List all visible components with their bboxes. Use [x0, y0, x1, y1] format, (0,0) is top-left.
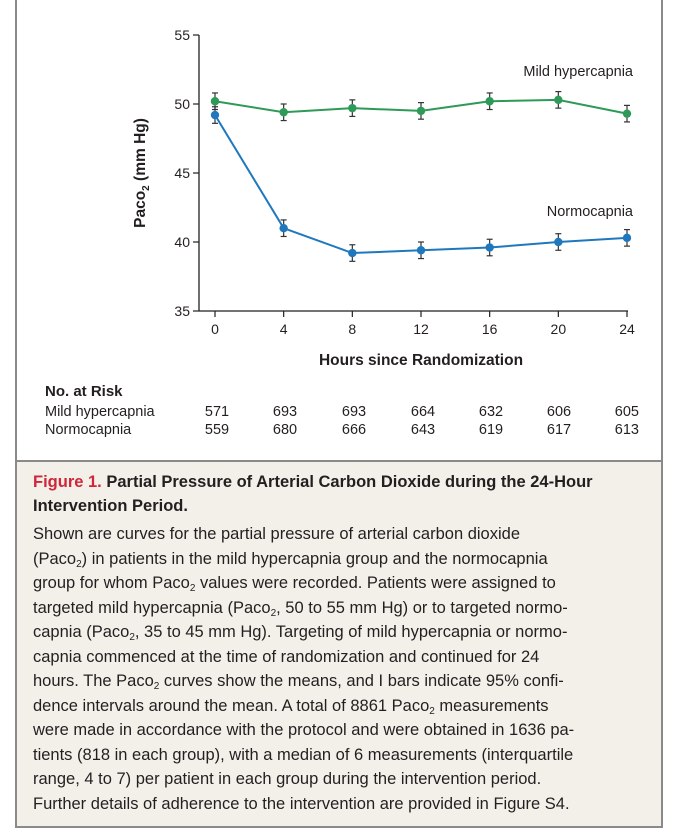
caption-line: group for whom Paco2 values were recorde… — [33, 571, 647, 596]
caption-line: were made in accordance with the protoco… — [33, 718, 647, 743]
mild-hypercapnia-point — [210, 97, 220, 106]
normocapnia-point — [416, 246, 426, 255]
normocapnia-point — [554, 237, 563, 247]
subscript: 2 — [129, 632, 135, 643]
risk-row-label: Normocapnia — [45, 422, 132, 438]
caption-text: , 50 to 55 mm Hg) or to targeted normo- — [276, 598, 568, 617]
caption-title: Figure 1. Partial Pressure of Arterial C… — [33, 470, 647, 518]
risk-value: 613 — [614, 422, 639, 438]
y-tick-label: 45 — [174, 165, 190, 181]
x-tick-label: 4 — [280, 321, 288, 337]
caption-text: group for whom Paco — [33, 574, 190, 592]
risk-value: 664 — [410, 404, 436, 420]
y-axis-label-main: Paco — [132, 191, 149, 228]
x-tick-label: 24 — [619, 321, 635, 337]
risk-value: 605 — [614, 404, 639, 420]
subscript: 2 — [153, 681, 160, 692]
figure-label: Figure 1. — [33, 473, 102, 491]
caption-text: tients (818 in each group), with a media… — [33, 745, 574, 764]
caption-body: Shown are curves for the partial pressur… — [33, 522, 647, 816]
mild-hypercapnia-point — [416, 106, 426, 116]
caption-text: targeted mild hypercapnia (Paco — [33, 598, 271, 617]
caption-line: capnia (Paco2, 35 to 45 mm Hg). Targetin… — [33, 620, 647, 645]
subscript: 2 — [429, 705, 435, 717]
y-axis-label-unit: (mm Hg) — [132, 118, 149, 185]
risk-value: 643 — [410, 422, 436, 438]
risk-value: 606 — [546, 404, 572, 420]
mild-hypercapnia-point — [279, 108, 288, 117]
y-axis-label-sub: 2 — [141, 185, 152, 191]
caption-line: Shown are curves for the partial pressur… — [33, 522, 647, 547]
normocapnia-line — [214, 114, 628, 255]
normocapnia-point — [279, 224, 288, 233]
y-axis-label: Paco2 (mm Hg) — [132, 118, 152, 228]
x-tick-label: 12 — [413, 321, 429, 337]
risk-table-title: No. at Risk — [45, 383, 123, 400]
caption-title-text: Partial Pressure of Arterial Carbon Diox… — [101, 473, 593, 491]
caption-text: capnia commenced at the time of randomiz… — [33, 647, 540, 666]
caption-text: values were recorded. Patients were assi… — [195, 574, 556, 592]
normocapnia-point — [348, 248, 357, 258]
caption-text: hours. The Paco — [33, 672, 154, 690]
caption-line: hours. The Paco2 curves show the means, … — [33, 669, 647, 694]
risk-value: 559 — [204, 422, 230, 438]
risk-value: 693 — [341, 404, 367, 420]
caption-line: range, 4 to 7) per patient in each group… — [33, 767, 647, 792]
y-tick-label: 35 — [174, 303, 190, 319]
risk-value: 666 — [341, 422, 367, 438]
subscript: 2 — [270, 607, 277, 619]
y-tick-label: 50 — [174, 96, 190, 112]
figure-caption: Figure 1. Partial Pressure of Arterial C… — [17, 460, 661, 826]
mild-hypercapnia-point — [485, 97, 494, 106]
mild-hypercapnia-point — [348, 103, 357, 113]
normocapnia-point — [485, 243, 494, 252]
caption-line: Further details of adherence to the inte… — [33, 792, 647, 817]
caption-text: capnia (Paco — [33, 623, 130, 641]
x-tick-label: 8 — [348, 321, 356, 337]
normocapnia-point — [622, 233, 632, 243]
x-tick-label: 16 — [482, 321, 498, 337]
risk-value: 571 — [204, 404, 230, 420]
caption-text: were made in accordance with the protoco… — [33, 721, 575, 739]
risk-row-label: Mild hypercapnia — [45, 404, 155, 420]
x-axis-label: Hours since Randomization — [319, 352, 523, 369]
caption-text: Further details of adherence to the inte… — [33, 794, 570, 813]
caption-text: Shown are curves for the partial pressur… — [33, 525, 520, 543]
risk-value: 619 — [478, 422, 504, 438]
caption-text: (Paco — [33, 549, 77, 568]
risk-value: 617 — [546, 422, 572, 438]
mild-hypercapnia-point — [622, 109, 632, 118]
y-tick-label: 40 — [174, 234, 190, 250]
y-tick-label: 55 — [174, 27, 190, 43]
risk-value: 680 — [272, 422, 298, 438]
caption-text: measurements — [434, 696, 549, 715]
subscript: 2 — [76, 558, 82, 570]
normocapnia-point — [210, 110, 220, 120]
caption-line: capnia commenced at the time of randomiz… — [33, 645, 647, 670]
paco2-line-chart: 35 40 45 50 55 0 4 8 12 16 20 24 Hours since Randomi… — [132, 27, 635, 369]
caption-text: , 35 to 45 mm Hg). Targeting of mild hyp… — [134, 623, 568, 641]
caption-text: range, 4 to 7) per patient in each group… — [33, 770, 542, 788]
x-tick-label: 20 — [551, 321, 567, 337]
mild-hypercapnia-point — [554, 95, 563, 105]
risk-value: 693 — [272, 404, 298, 420]
caption-line: tients (818 in each group), with a media… — [33, 743, 647, 768]
caption-text: ) in patients in the mild hypercapnia gr… — [81, 549, 548, 568]
caption-text: dence intervals around the mean. A total… — [33, 696, 430, 715]
caption-text: curves show the means, and I bars indica… — [159, 672, 564, 690]
figure-frame — [15, 0, 663, 828]
normocapnia-series-label: Normocapnia — [547, 204, 634, 220]
risk-value: 632 — [478, 404, 504, 420]
caption-line: (Paco2) in patients in the mild hypercap… — [33, 547, 647, 572]
caption-line: targeted mild hypercapnia (Paco2, 50 to … — [33, 596, 647, 621]
subscript: 2 — [189, 583, 196, 594]
x-tick-label: 0 — [211, 321, 219, 337]
mild-hypercapnia-series-label: Mild hypercapnia — [523, 64, 634, 80]
caption-title-text-2: Intervention Period. — [33, 497, 188, 515]
caption-line: dence intervals around the mean. A total… — [33, 694, 647, 719]
